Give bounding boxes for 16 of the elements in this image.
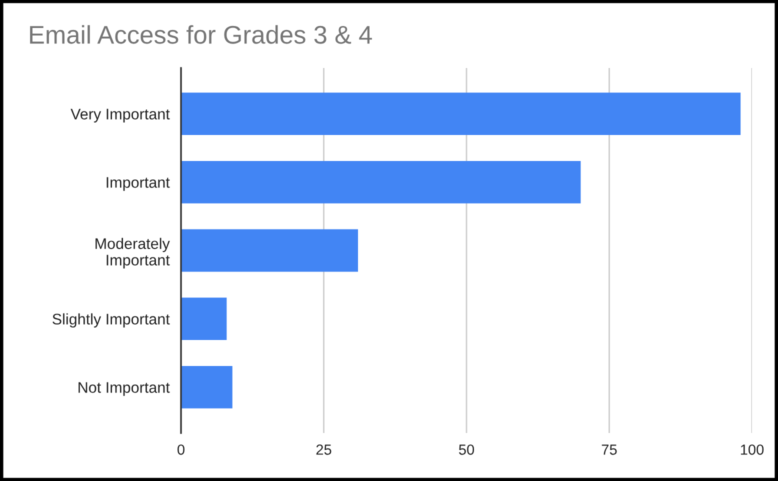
y-tick-label: Slightly Important xyxy=(52,313,170,328)
x-tick-label: 75 xyxy=(602,444,617,455)
x-tick-label: 0 xyxy=(178,444,184,455)
bar xyxy=(181,229,358,272)
x-tick-label: 25 xyxy=(316,444,332,455)
y-tick-label: Important xyxy=(106,177,170,191)
x-tick-label: 50 xyxy=(458,444,474,455)
bar xyxy=(181,298,227,340)
y-tick-label: Very Important xyxy=(70,108,170,122)
chart-title: Email Access for Grades 3 & 4 xyxy=(30,25,372,44)
y-tick-label: Moderately Important xyxy=(96,238,170,269)
y-tick-label: Not Important xyxy=(78,382,170,396)
bar xyxy=(181,160,581,204)
bar xyxy=(181,366,232,408)
bar xyxy=(181,92,741,135)
x-tick-label: 100 xyxy=(740,444,764,455)
